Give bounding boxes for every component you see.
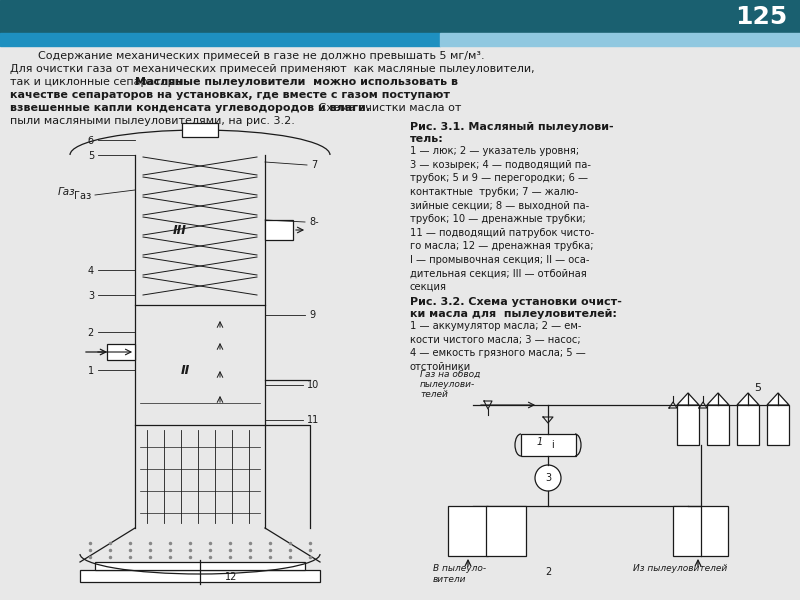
Text: 4: 4	[88, 266, 94, 276]
Text: вители: вители	[433, 575, 466, 584]
Text: II: II	[180, 364, 190, 377]
Polygon shape	[707, 393, 729, 405]
Bar	[521, 434, 576, 456]
Text: 7: 7	[311, 160, 318, 170]
Text: 3: 3	[545, 473, 551, 483]
Text: Масляные пылеуловители  можно использовать в: Масляные пылеуловители можно использоват…	[135, 77, 458, 87]
Text: качестве сепараторов на установках, где вместе с газом поступают: качестве сепараторов на установках, где …	[10, 90, 450, 100]
Polygon shape	[737, 393, 759, 405]
Text: Схема очистки масла от: Схема очистки масла от	[315, 103, 462, 113]
Text: В пылеуло-: В пылеуло-	[433, 564, 486, 573]
Text: так и циклонные сепараторы.: так и циклонные сепараторы.	[10, 77, 190, 87]
Text: пыли масляными пылеуловителями, на рис. 3.2.: пыли масляными пылеуловителями, на рис. …	[10, 116, 295, 126]
Text: Газ: Газ	[74, 191, 91, 201]
Text: 1: 1	[88, 366, 94, 376]
Bar	[265, 220, 293, 240]
Bar	[0, 33, 440, 46]
Text: 9: 9	[309, 310, 315, 320]
Text: III: III	[173, 223, 187, 236]
Bar	[737, 405, 759, 445]
Text: 5: 5	[88, 151, 94, 161]
Text: взвешенные капли конденсата углеводородов и влаги.: взвешенные капли конденсата углеводородо…	[10, 103, 370, 113]
Text: Содержание механических примесей в газе не должно превышать 5 мг/м³.: Содержание механических примесей в газе …	[10, 51, 485, 61]
Text: 1: 1	[537, 437, 543, 447]
Text: Рис. 3.2. Схема установки очист-: Рис. 3.2. Схема установки очист-	[410, 297, 622, 307]
Bar	[707, 405, 729, 445]
Text: 5: 5	[754, 383, 762, 393]
Bar	[182, 123, 218, 137]
Bar	[677, 405, 699, 445]
Bar	[80, 570, 320, 582]
Text: 125: 125	[734, 5, 787, 29]
Text: Рис. 3.1. Масляный пылеулови-: Рис. 3.1. Масляный пылеулови-	[410, 122, 614, 132]
Polygon shape	[677, 393, 699, 405]
Bar	[673, 506, 728, 556]
Circle shape	[535, 465, 561, 491]
Bar	[767, 405, 789, 445]
Text: ки масла для  пылеуловителей:: ки масла для пылеуловителей:	[410, 309, 617, 319]
Bar	[107, 344, 135, 360]
Text: 2: 2	[545, 567, 551, 577]
Bar	[440, 33, 800, 46]
Text: б: б	[88, 136, 94, 146]
Bar	[448, 506, 488, 556]
Polygon shape	[767, 393, 789, 405]
Text: i: i	[550, 440, 554, 450]
Text: Газ: Газ	[58, 187, 75, 197]
Text: 3: 3	[88, 291, 94, 301]
Text: телей: телей	[420, 390, 448, 399]
Bar	[486, 506, 526, 556]
Text: 2: 2	[88, 328, 94, 338]
Text: 10: 10	[307, 380, 319, 390]
Bar	[95, 562, 305, 570]
Text: 1 — люк; 2 — указатель уровня;
3 — козырек; 4 — подводящий па-
трубок; 5 и 9 — п: 1 — люк; 2 — указатель уровня; 3 — козыр…	[410, 146, 594, 292]
Text: пылеулови-: пылеулови-	[420, 380, 475, 389]
Text: 12: 12	[225, 572, 238, 582]
Text: 11: 11	[307, 415, 319, 425]
Text: 1 — аккумулятор масла; 2 — ем-
кости чистого масла; 3 — насос;
4 — емкость грязн: 1 — аккумулятор масла; 2 — ем- кости чис…	[410, 321, 586, 372]
Text: Газ на обвод: Газ на обвод	[420, 370, 480, 379]
Text: Из пылеуловителей: Из пылеуловителей	[633, 564, 727, 573]
Text: 8-: 8-	[309, 217, 318, 227]
Text: тель:: тель:	[410, 134, 444, 144]
Text: Для очистки газа от механических примесей применяют  как масляные пылеуловители,: Для очистки газа от механических примесе…	[10, 64, 534, 74]
Bar	[0, 0, 800, 33]
